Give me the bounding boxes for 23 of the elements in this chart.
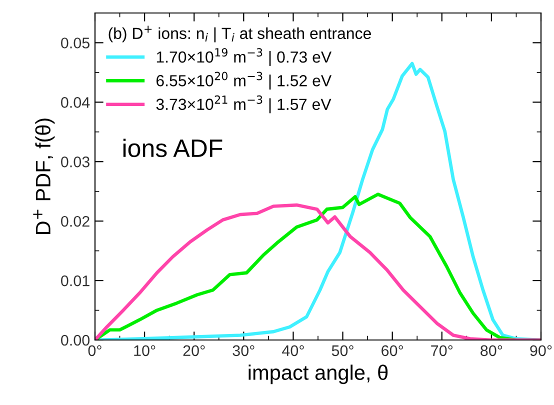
legend-label: 3.73×10$^{21}$ m$^{−3}$ | 1.57 eV: [156, 95, 332, 114]
x-tick-label: 50°: [332, 345, 354, 356]
x-tick-label: 10°: [134, 345, 156, 356]
y-tick-label: 0.03: [61, 156, 90, 168]
x-tick-label: 70°: [431, 345, 453, 356]
y-tick-label: 0.02: [61, 216, 90, 227]
x-tick-label: 60°: [382, 345, 403, 356]
x-axis-title: impact angle, θ: [248, 364, 388, 384]
x-tick-label: 40°: [282, 345, 304, 356]
y-axis-title: D$^{+}$ PDF, f(θ): [33, 118, 55, 234]
legend-title: (b) D$^{+}$ ions: n$_{i}$ | T$_{i}$ at sheath entrance: [108, 26, 371, 42]
y-tick-label: 0.05: [61, 38, 90, 48]
y-tick-label: 0.01: [61, 275, 90, 286]
x-tick-label: 80°: [480, 345, 502, 356]
x-tick-label: 20°: [183, 345, 205, 356]
x-tick-label: 0°: [88, 345, 102, 356]
x-tick-label: 30°: [232, 345, 254, 356]
x-tick-label: 90°: [530, 345, 552, 356]
y-tick-label: 0.00: [61, 334, 90, 346]
y-tick-label: 0.04: [61, 97, 90, 108]
legend-label: 6.55×10$^{20}$ m$^{−3}$ | 1.52 eV: [156, 72, 332, 90]
legend-label: 1.70×10$^{19}$ m$^{−3}$ | 0.73 eV: [156, 48, 332, 66]
annotation: ions ADF: [123, 138, 222, 158]
